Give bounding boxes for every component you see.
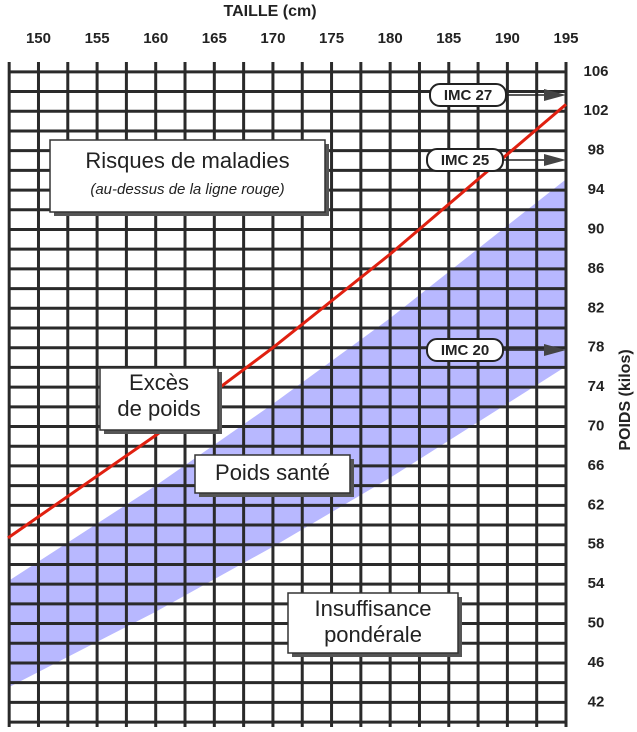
healthy-band: [8, 179, 566, 688]
y-tick-label: 86: [588, 260, 605, 277]
annotation-text: Poids santé: [215, 460, 330, 485]
y-tick-label: 90: [588, 220, 605, 237]
x-tick-label: 190: [495, 30, 520, 47]
y-tick-label: 46: [588, 654, 605, 671]
arrow-head: [544, 344, 566, 356]
x-tick-label: 185: [436, 30, 461, 47]
legend-label: IMC 25: [441, 152, 489, 169]
annotation-box: [99, 367, 219, 431]
y-tick-label: 54: [588, 575, 605, 592]
y-tick-label: 74: [588, 378, 605, 395]
x-tick-label: 195: [553, 30, 578, 47]
x-tick-label: 180: [378, 30, 403, 47]
y-tick-label: 82: [588, 299, 605, 316]
legend-box: [426, 338, 504, 362]
y-tick-label: 94: [588, 181, 605, 198]
annotation-text: Insuffisance: [314, 596, 431, 621]
annotation-text: pondérale: [324, 622, 422, 647]
x-tick-label: 175: [319, 30, 344, 47]
y-tick-label: 42: [588, 693, 605, 710]
annotation-text: de poids: [117, 396, 200, 421]
legend-label: IMC 20: [441, 342, 489, 359]
y-axis-title: POIDS (kilos): [617, 349, 634, 450]
y-tick-label: 106: [583, 63, 608, 80]
annotation-text: Excès: [129, 370, 189, 395]
y-tick-label: 58: [588, 536, 605, 553]
x-tick-label: 155: [85, 30, 110, 47]
annotation-text: (au-dessus de la ligne rouge): [90, 181, 284, 198]
x-tick-label: 150: [26, 30, 51, 47]
arrow-head: [544, 154, 566, 166]
annotation-box: [287, 592, 459, 654]
annotation-box: [194, 454, 351, 494]
x-tick-label: 170: [260, 30, 285, 47]
legend-label: IMC 27: [444, 87, 492, 104]
y-tick-label: 50: [588, 615, 605, 632]
x-tick-label: 165: [202, 30, 227, 47]
legend-box: [429, 83, 507, 107]
x-axis-title: TAILLE (cm): [223, 3, 316, 20]
legend-box: [426, 148, 504, 172]
y-tick-label: 98: [588, 142, 605, 159]
annotation-box: [49, 139, 326, 213]
annotation-text: Risques de maladies: [85, 148, 289, 173]
x-tick-label: 160: [143, 30, 168, 47]
y-tick-label: 70: [588, 417, 605, 434]
y-tick-label: 78: [588, 339, 605, 356]
arrow-head: [544, 89, 566, 101]
y-tick-label: 66: [588, 457, 605, 474]
y-tick-label: 62: [588, 496, 605, 513]
y-tick-label: 102: [583, 102, 608, 119]
bmi-line: [7, 103, 567, 540]
